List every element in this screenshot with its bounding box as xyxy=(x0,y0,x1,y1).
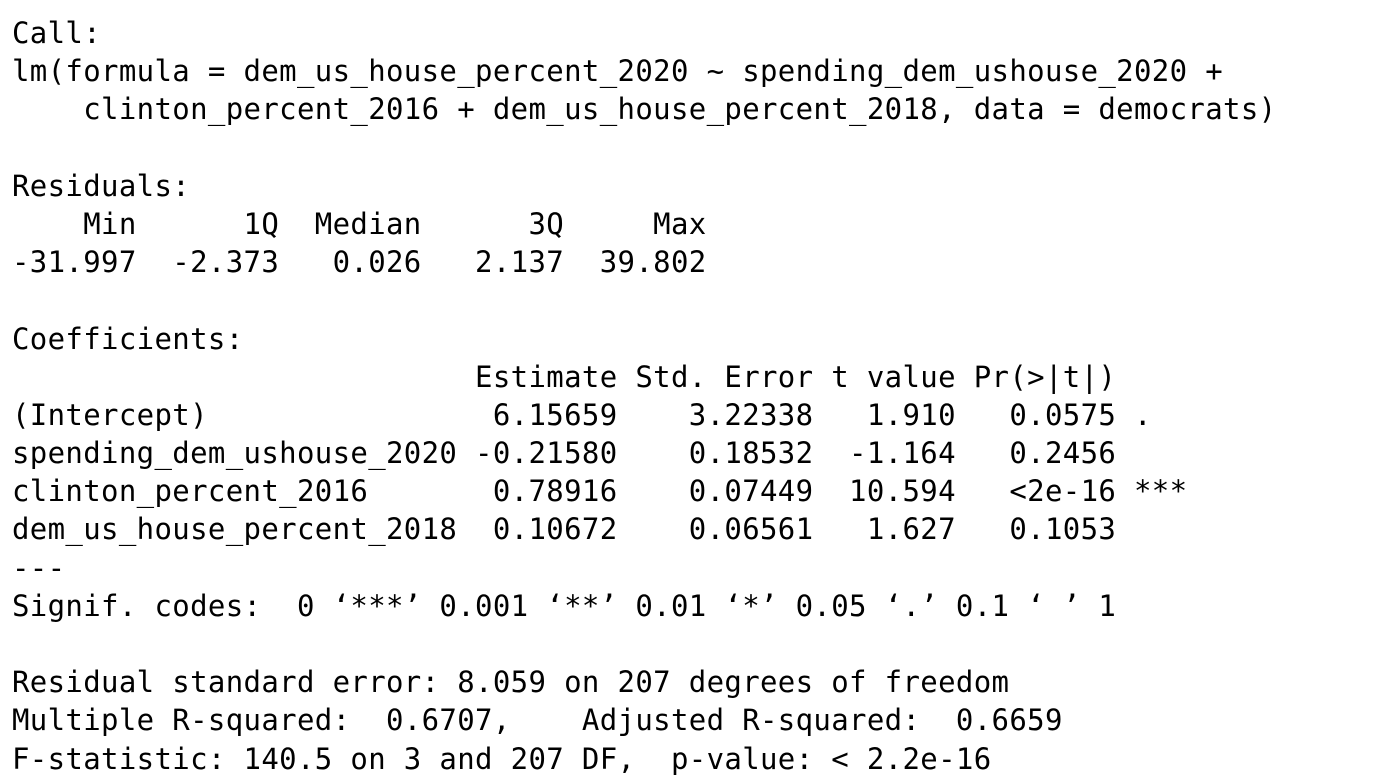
separator: --- xyxy=(12,550,66,585)
call-formula-line-1: lm(formula = dem_us_house_percent_2020 ~… xyxy=(12,54,1224,89)
coefficient-row-dem-2018: dem_us_house_percent_2018 0.10672 0.0656… xyxy=(12,512,1188,547)
residuals-header: Residuals: xyxy=(12,168,191,203)
coefficient-row-clinton: clinton_percent_2016 0.78916 0.07449 10.… xyxy=(12,474,1188,509)
coefficient-row-spending: spending_dem_ushouse_2020 -0.21580 0.185… xyxy=(12,436,1188,471)
r-squared: Multiple R-squared: 0.6707, Adjusted R-s… xyxy=(12,703,1081,738)
residuals-values: -31.997 -2.373 0.026 2.137 39.802 xyxy=(12,245,725,280)
coefficients-column-headers: Estimate Std. Error t value Pr(>|t|) xyxy=(12,359,1188,394)
blank-line xyxy=(12,129,1276,167)
f-statistic: F-statistic: 140.5 on 3 and 207 DF, p-va… xyxy=(12,741,992,776)
blank-line xyxy=(12,625,1276,663)
call-header: Call: xyxy=(12,16,102,50)
blank-line xyxy=(12,281,1276,319)
signif-codes: Signif. codes: 0 ‘***’ 0.001 ‘**’ 0.01 ‘… xyxy=(12,588,1117,623)
residuals-column-headers: Min 1Q Median 3Q Max xyxy=(12,206,725,241)
residual-standard-error: Residual standard error: 8.059 on 207 de… xyxy=(12,665,1010,700)
regression-summary-output: Call: lm(formula = dem_us_house_percent_2… xyxy=(12,14,1276,778)
coefficient-row-intercept: (Intercept) 6.15659 3.22338 1.910 0.0575… xyxy=(12,397,1188,432)
call-formula-line-2: clinton_percent_2016 + dem_us_house_perc… xyxy=(12,92,1277,127)
coefficients-header: Coefficients: xyxy=(12,321,244,356)
